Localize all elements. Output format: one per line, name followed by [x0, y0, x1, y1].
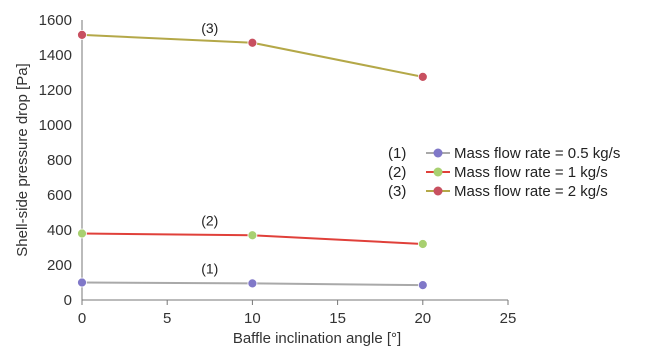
- y-tick-label: 400: [47, 222, 72, 239]
- y-tick-label: 1600: [39, 12, 72, 29]
- data-point: [77, 29, 87, 40]
- legend: (1) Mass flow rate = 0.5 kg/s (2) Mass flow…: [388, 145, 620, 200]
- x-tick-label: 5: [163, 310, 171, 327]
- legend-marker: [433, 148, 443, 158]
- series-annotation-1: (1): [201, 260, 218, 276]
- legend-label: Mass flow rate = 1 kg/s: [454, 164, 608, 181]
- y-tick-label: 0: [64, 292, 72, 309]
- y-tick-label: 1000: [39, 117, 72, 134]
- data-point: [77, 277, 87, 288]
- legend-prefix: (1): [388, 145, 406, 162]
- x-axis-label: Baffle inclination angle [°]: [233, 330, 401, 347]
- x-tick-labels: 0 5 10 15 20 25: [78, 300, 517, 327]
- x-tick-label: 0: [78, 310, 86, 327]
- x-tick-label: 15: [329, 310, 346, 327]
- data-point: [247, 230, 258, 241]
- series-annotations: (1) (2) (3): [201, 20, 218, 277]
- legend-prefix: (3): [388, 183, 406, 200]
- y-axis-label: Shell-side pressure drop [Pa]: [14, 63, 31, 256]
- data-point: [417, 71, 428, 82]
- legend-marker: [433, 167, 443, 177]
- legend-label: Mass flow rate = 2 kg/s: [454, 183, 608, 200]
- y-tick-labels: 0 200 400 600 800 1000 1200 1400 1600: [39, 12, 72, 309]
- x-tick-label: 20: [414, 310, 431, 327]
- legend-marker: [433, 186, 443, 196]
- data-point: [247, 37, 258, 48]
- data-point: [417, 280, 428, 291]
- x-tick-label: 25: [500, 310, 517, 327]
- y-tick-label: 200: [47, 257, 72, 274]
- series-group: [77, 29, 428, 291]
- data-point: [247, 278, 258, 289]
- legend-label: Mass flow rate = 0.5 kg/s: [454, 145, 620, 162]
- series-annotation-3: (3): [201, 20, 218, 36]
- series-annotation-2: (2): [201, 212, 218, 228]
- x-tick-label: 10: [244, 310, 261, 327]
- y-tick-label: 1400: [39, 47, 72, 64]
- y-tick-label: 600: [47, 187, 72, 204]
- data-point: [417, 239, 428, 249]
- data-point: [77, 228, 87, 239]
- axes: [81, 20, 508, 301]
- legend-prefix: (2): [388, 164, 406, 181]
- y-tick-label: 800: [47, 152, 72, 169]
- y-tick-label: 1200: [39, 82, 72, 99]
